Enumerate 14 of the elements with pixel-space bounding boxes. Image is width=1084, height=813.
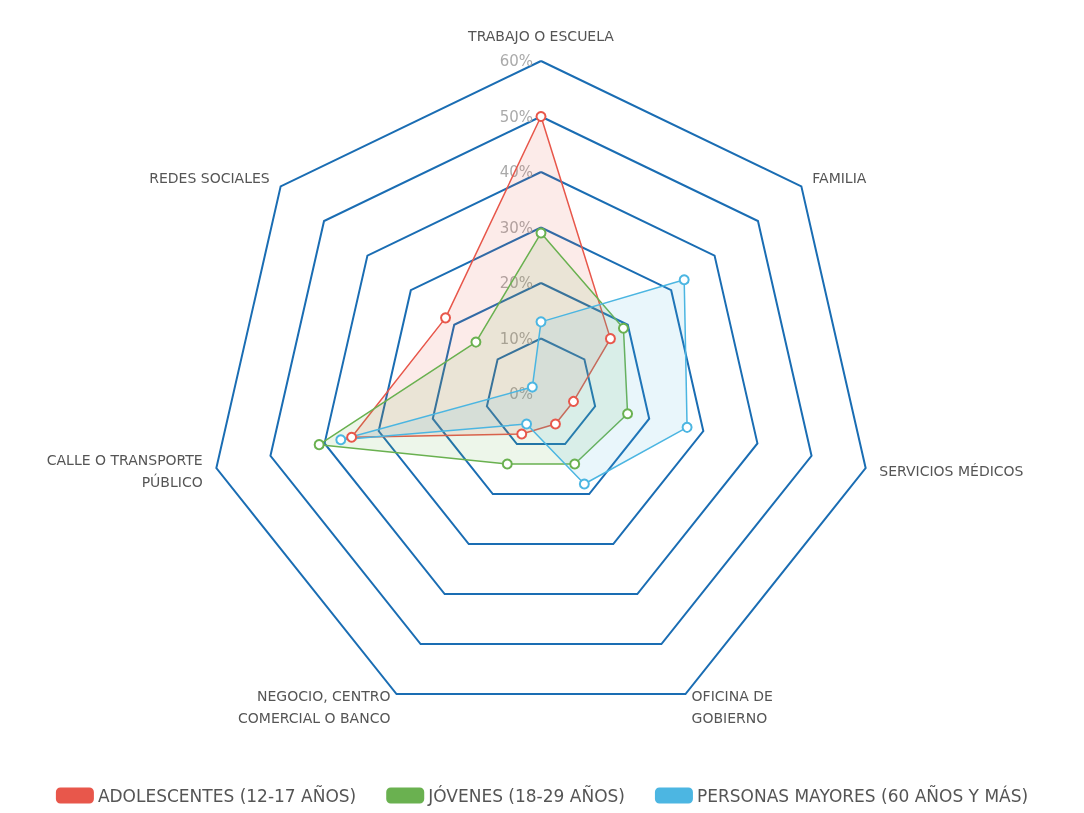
spoke-label: REDES SOCIALES <box>149 169 270 186</box>
spoke-label: NEGOCIO, CENTRO COMERCIAL O BANCO <box>238 687 391 726</box>
legend-label: JÓVENES (18-29 AÑOS) <box>427 784 625 806</box>
y-tick-label: 10% <box>499 329 533 348</box>
spoke-label: FAMILIA <box>812 169 867 186</box>
spoke-label: OFICINA DE GOBIERNO <box>691 687 773 726</box>
spoke-label: CALLE O TRANSPORTE PÚBLICO <box>46 452 203 491</box>
y-tick-label: 30% <box>499 218 533 237</box>
y-tick-label: 60% <box>499 52 533 70</box>
y-tick-label: 50% <box>499 107 533 126</box>
spoke-label: SERVICIOS MÉDICOS <box>879 463 1024 480</box>
spoke-label: TRABAJO O ESCUELA <box>467 28 615 44</box>
legend-label: PERSONAS MAYORES (60 AÑOS Y MÁS) <box>696 784 1029 806</box>
legend-label: ADOLESCENTES (12-17 AÑOS) <box>97 784 357 806</box>
